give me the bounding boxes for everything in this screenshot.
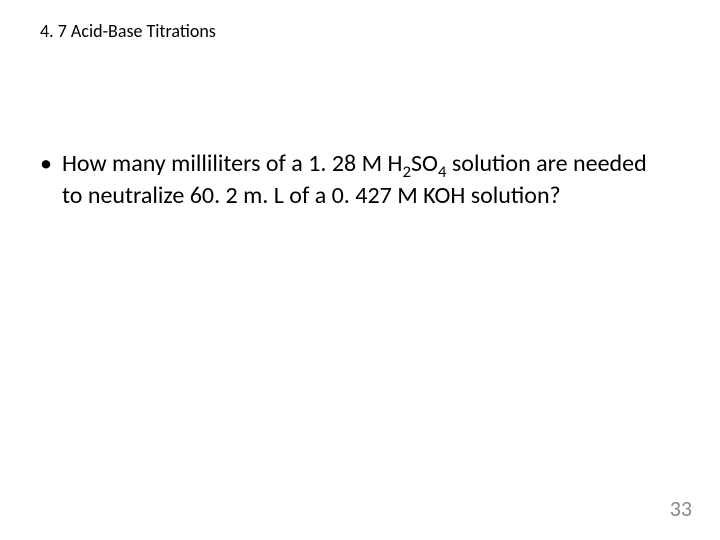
header-title: 4. 7 Acid-Base Titrations [40,20,216,42]
slide-body: • How many milliliters of a 1. 28 M H2SO… [40,148,670,211]
page-number: 33 [670,495,692,522]
page-number-value: 33 [670,495,692,522]
bullet-marker-icon: • [40,148,52,179]
slide: 4. 7 Acid-Base Titrations • How many mil… [0,0,720,540]
bullet-text-part1: How many milliliters of a 1. 28 M H [62,149,403,178]
subscript-1: 2 [403,161,412,182]
slide-header: 4. 7 Acid-Base Titrations [40,20,216,42]
bullet-item: • How many milliliters of a 1. 28 M H2SO… [40,148,670,211]
bullet-text-part2: SO [411,149,438,178]
bullet-text: How many milliliters of a 1. 28 M H2SO4 … [62,148,670,211]
